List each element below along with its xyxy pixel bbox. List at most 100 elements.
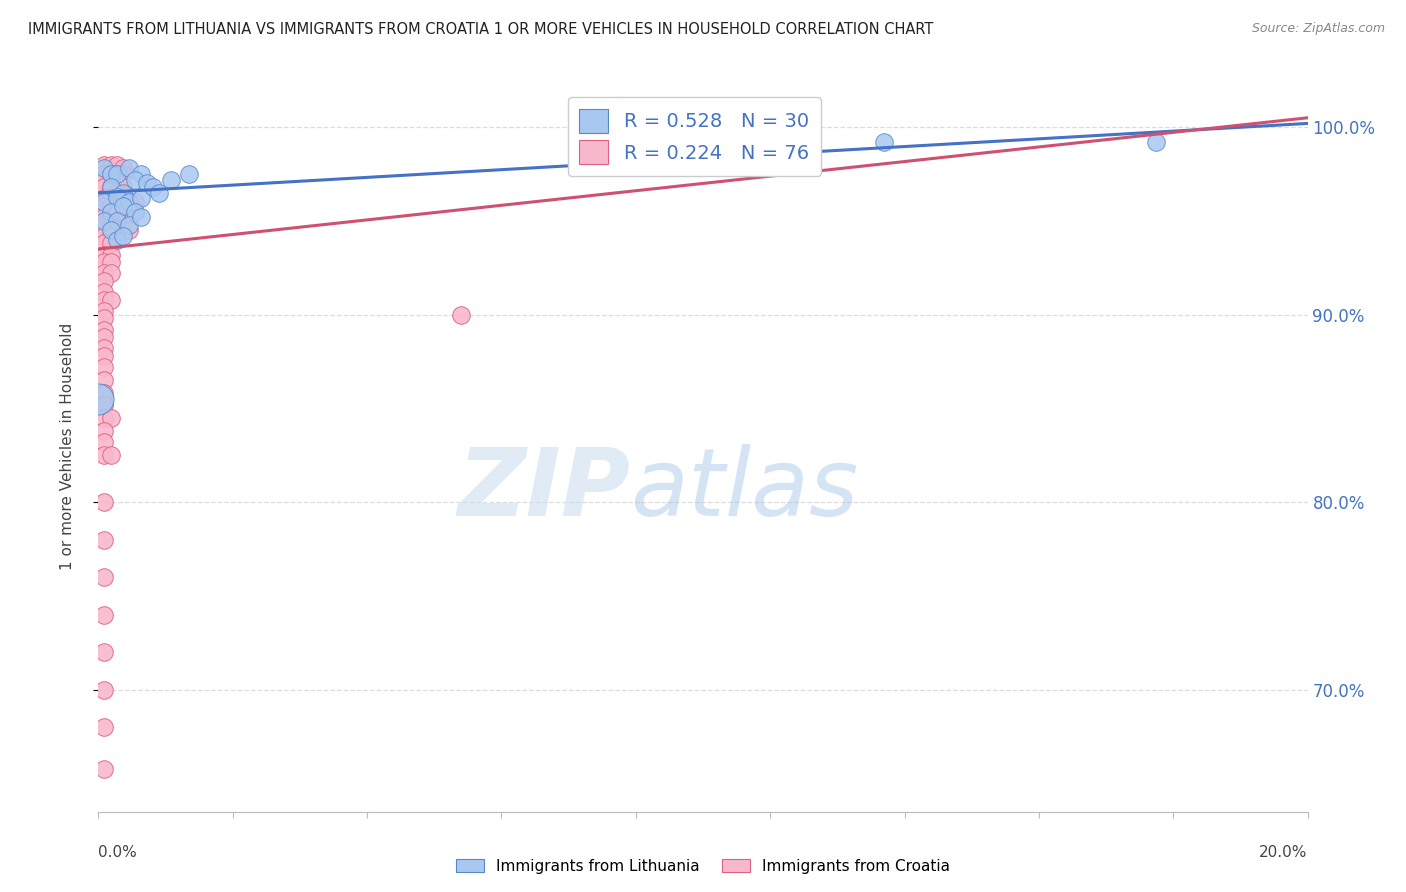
Point	[105, 233, 128, 247]
Point	[93, 424, 115, 438]
Point	[100, 167, 122, 181]
Point	[129, 191, 152, 205]
Point	[93, 720, 115, 734]
Point	[100, 229, 122, 244]
Point	[100, 210, 122, 224]
Point	[93, 248, 115, 262]
Point	[93, 195, 115, 210]
Point	[100, 180, 122, 194]
Point	[135, 177, 157, 191]
Point	[93, 210, 115, 224]
Point	[100, 191, 122, 205]
Point	[105, 214, 128, 228]
Point	[93, 607, 115, 622]
Point	[93, 330, 115, 344]
Point	[93, 191, 115, 205]
Point	[100, 223, 122, 237]
Text: Source: ZipAtlas.com: Source: ZipAtlas.com	[1251, 22, 1385, 36]
Point	[93, 762, 115, 776]
Point	[873, 135, 896, 149]
Text: IMMIGRANTS FROM LITHUANIA VS IMMIGRANTS FROM CROATIA 1 OR MORE VEHICLES IN HOUSE: IMMIGRANTS FROM LITHUANIA VS IMMIGRANTS …	[28, 22, 934, 37]
Text: ZIP: ZIP	[457, 444, 630, 536]
Point	[93, 161, 115, 176]
Point	[118, 161, 141, 176]
Legend: Immigrants from Lithuania, Immigrants from Croatia: Immigrants from Lithuania, Immigrants fr…	[450, 853, 956, 880]
Point	[93, 682, 115, 697]
Point	[100, 449, 122, 463]
Point	[93, 570, 115, 584]
Point	[105, 177, 128, 191]
Point	[129, 210, 152, 224]
Point	[93, 255, 115, 269]
Point	[111, 189, 134, 203]
Point	[105, 204, 128, 219]
Point	[111, 223, 134, 237]
Point	[93, 349, 115, 363]
Point	[105, 223, 128, 237]
Point	[87, 392, 110, 406]
Point	[93, 449, 115, 463]
Point	[111, 229, 134, 244]
Point	[450, 308, 472, 322]
Point	[93, 158, 115, 172]
Point	[93, 229, 115, 244]
Point	[100, 172, 122, 186]
Point	[111, 195, 134, 210]
Point	[118, 218, 141, 232]
Legend: R = 0.528   N = 30, R = 0.224   N = 76: R = 0.528 N = 30, R = 0.224 N = 76	[568, 97, 821, 176]
Point	[93, 218, 115, 232]
Point	[100, 410, 122, 425]
Point	[93, 199, 115, 213]
Point	[124, 172, 146, 186]
Point	[93, 435, 115, 450]
Point	[129, 167, 152, 181]
Point	[93, 645, 115, 659]
Point	[93, 274, 115, 288]
Point	[93, 398, 115, 412]
Point	[93, 167, 115, 181]
Point	[93, 373, 115, 387]
Point	[105, 186, 128, 200]
Point	[111, 161, 134, 176]
Point	[93, 360, 115, 375]
Point	[100, 255, 122, 269]
Text: 20.0%: 20.0%	[1260, 846, 1308, 861]
Point	[105, 158, 128, 172]
Point	[93, 180, 115, 194]
Point	[93, 172, 115, 186]
Point	[93, 533, 115, 547]
Y-axis label: 1 or more Vehicles in Household: 1 or more Vehicles in Household	[60, 322, 75, 570]
Point	[105, 167, 128, 181]
Point	[93, 323, 115, 337]
Point	[111, 180, 134, 194]
Point	[100, 293, 122, 307]
Point	[105, 167, 128, 181]
Point	[111, 199, 134, 213]
Point	[93, 311, 115, 326]
Point	[100, 199, 122, 213]
Point	[105, 189, 128, 203]
Text: atlas: atlas	[630, 444, 859, 535]
Point	[118, 195, 141, 210]
Point	[124, 195, 146, 210]
Point	[179, 167, 201, 181]
Point	[105, 214, 128, 228]
Point	[93, 304, 115, 318]
Point	[148, 186, 170, 200]
Point	[124, 204, 146, 219]
Point	[111, 214, 134, 228]
Point	[100, 267, 122, 281]
Point	[100, 158, 122, 172]
Text: 0.0%: 0.0%	[98, 846, 138, 861]
Point	[93, 293, 115, 307]
Point	[93, 285, 115, 300]
Point	[160, 172, 183, 186]
Point	[111, 167, 134, 181]
Point	[100, 180, 122, 194]
Point	[93, 495, 115, 509]
Point	[1144, 135, 1167, 149]
Point	[100, 248, 122, 262]
Point	[118, 223, 141, 237]
Point	[100, 204, 122, 219]
Point	[93, 342, 115, 356]
